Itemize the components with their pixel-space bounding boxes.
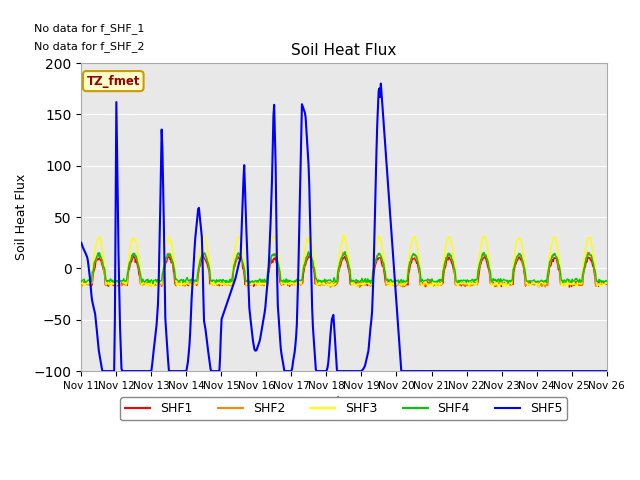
- Line: SHF4: SHF4: [81, 252, 607, 284]
- SHF5: [223, 301, 230, 307]
- SHF4: [367, 281, 374, 287]
- SHF2: [141, 282, 148, 288]
- Line: SHF5: SHF5: [81, 84, 607, 371]
- SHF4: [424, 277, 432, 283]
- SHF1: [87, 283, 95, 289]
- SHF5: [77, 240, 85, 246]
- SHF1: [200, 252, 207, 258]
- SHF3: [504, 285, 512, 290]
- SHF2: [424, 283, 431, 288]
- SHF3: [195, 262, 202, 268]
- SHF3: [87, 278, 95, 284]
- SHF5: [377, 81, 385, 86]
- SHF2: [195, 266, 202, 272]
- Legend: SHF1, SHF2, SHF3, SHF4, SHF5: SHF1, SHF2, SHF3, SHF4, SHF5: [120, 397, 568, 420]
- SHF4: [195, 266, 202, 272]
- SHF3: [408, 237, 416, 243]
- Text: TZ_fmet: TZ_fmet: [86, 74, 140, 88]
- Title: Soil Heat Flux: Soil Heat Flux: [291, 43, 397, 58]
- SHF4: [409, 251, 417, 257]
- SHF5: [603, 368, 611, 374]
- SHF2: [356, 285, 364, 290]
- Y-axis label: Soil Heat Flux: Soil Heat Flux: [15, 174, 28, 260]
- X-axis label: Time: Time: [328, 396, 359, 409]
- SHF1: [424, 279, 431, 285]
- SHF1: [77, 280, 85, 286]
- SHF2: [603, 280, 611, 286]
- Text: No data for f_SHF_1: No data for f_SHF_1: [34, 23, 145, 34]
- SHF4: [87, 278, 95, 284]
- SHF2: [222, 281, 230, 287]
- SHF5: [141, 368, 149, 374]
- SHF2: [77, 281, 85, 287]
- SHF5: [87, 285, 95, 290]
- SHF3: [141, 279, 148, 285]
- Text: No data for f_SHF_2: No data for f_SHF_2: [34, 41, 145, 52]
- SHF1: [195, 273, 202, 279]
- SHF2: [408, 253, 416, 259]
- SHF4: [222, 280, 230, 286]
- SHF1: [566, 284, 573, 290]
- SHF3: [340, 232, 348, 238]
- SHF3: [222, 278, 230, 284]
- SHF3: [77, 280, 85, 286]
- SHF5: [195, 205, 203, 211]
- SHF5: [424, 368, 432, 374]
- SHF4: [77, 279, 85, 285]
- SHF4: [341, 249, 349, 254]
- SHF5: [409, 368, 417, 374]
- Line: SHF2: SHF2: [81, 252, 607, 288]
- SHF1: [141, 280, 148, 286]
- SHF2: [585, 250, 593, 255]
- SHF1: [603, 281, 611, 287]
- SHF1: [223, 282, 230, 288]
- Line: SHF3: SHF3: [81, 235, 607, 288]
- SHF4: [141, 279, 148, 285]
- SHF3: [603, 280, 611, 286]
- SHF3: [424, 283, 431, 289]
- SHF4: [603, 278, 611, 284]
- SHF1: [408, 256, 416, 262]
- Line: SHF1: SHF1: [81, 255, 607, 287]
- SHF2: [87, 283, 95, 289]
- SHF5: [99, 368, 106, 374]
